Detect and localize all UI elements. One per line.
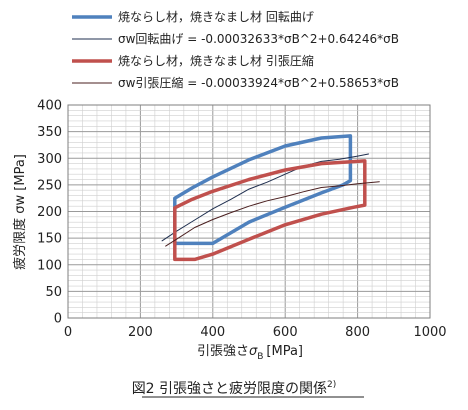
x-axis-title-text: 引張強さ	[197, 344, 249, 359]
y-tick-label: 100	[37, 258, 62, 273]
plot-frame	[67, 104, 431, 319]
x-tick-label: 600	[273, 325, 298, 340]
y-tick-label: 250	[37, 178, 62, 193]
x-tick-label: 200	[128, 325, 153, 340]
plot-area-border	[67, 104, 431, 319]
y-tick-label: 150	[37, 232, 62, 247]
series-tension-compression-fit	[165, 181, 380, 247]
y-axis-title: 疲労限度 σw [MPa]	[12, 154, 28, 270]
x-tick-label: 1000	[413, 325, 446, 340]
y-tick-label: 400	[37, 99, 62, 114]
figure-caption-ref: 2)	[327, 380, 336, 390]
x-axis-title: 引張強さσB [MPa]	[197, 344, 303, 362]
y-tick-label: 300	[37, 152, 62, 167]
series-rotating-bending-fit	[161, 153, 369, 242]
x-axis-title-subscript: B	[257, 352, 263, 362]
legend: 焼ならし材，焼きなまし材 回転曲げ σw回転曲げ = -0.00032633*σ…	[72, 10, 399, 90]
x-tick-label: 400	[200, 325, 225, 340]
x-tick-label: 800	[345, 325, 370, 340]
y-tick-label: 50	[45, 285, 62, 300]
y-tick-label: 350	[37, 125, 62, 140]
legend-label-tension-compression-band: 焼ならし材，焼きなまし材 引張圧縮	[118, 53, 314, 68]
figure-caption: 図2 引張強さと疲労限度の関係2)	[132, 380, 337, 397]
legend-label-rotating-bending-fit: σw回転曲げ = -0.00032633*σB^2+0.64246*σB	[118, 32, 399, 46]
series-rotating-bending-band	[173, 134, 353, 246]
x-axis-title-symbol: σ	[249, 344, 258, 359]
legend-label-tension-compression-fit: σw引張圧縮 = -0.00033924*σB^2+0.58653*σB	[118, 75, 399, 90]
series-layer	[161, 134, 380, 262]
figure-caption-text: 図2 引張強さと疲労限度の関係	[132, 380, 327, 397]
x-tick-label: 0	[64, 325, 72, 340]
y-tick-labels: 0 50 100 150 200 250 300 350 400	[37, 99, 62, 327]
x-tick-labels: 0 200 400 600 800 1000	[64, 325, 447, 340]
y-tick-label: 0	[54, 312, 62, 327]
legend-label-rotating-bending-band: 焼ならし材，焼きなまし材 回転曲げ	[118, 10, 314, 24]
x-axis-title-unit: [MPa]	[266, 344, 303, 359]
y-tick-label: 200	[37, 205, 62, 220]
grid	[68, 105, 430, 318]
